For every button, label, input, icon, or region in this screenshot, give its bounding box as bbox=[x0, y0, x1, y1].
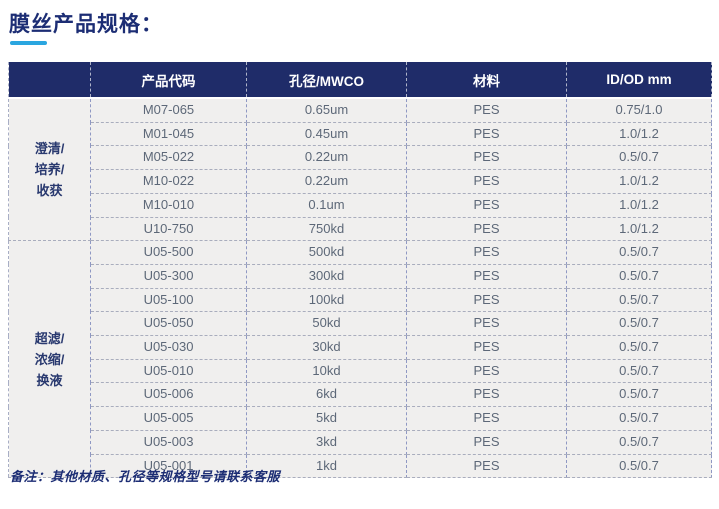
cell-product-code: U05-050 bbox=[90, 311, 247, 337]
cell-id-od: 0.5/0.7 bbox=[566, 429, 712, 455]
cell-pore-mwco: 50kd bbox=[246, 311, 407, 337]
table-row: M10-010 0.1um PES 1.0/1.2 bbox=[9, 192, 712, 218]
table-row: U05-100 100kd PES 0.5/0.7 bbox=[9, 287, 712, 313]
cell-product-code: U05-100 bbox=[90, 287, 247, 313]
membrane-spec-table: 产品代码 孔径/MWCO 材料 ID/OD mm 澄清/培养/收获 M07-065… bbox=[8, 62, 712, 479]
cell-pore-mwco: 10kd bbox=[246, 358, 407, 384]
cell-material: PES bbox=[406, 311, 567, 337]
cell-product-code: U05-005 bbox=[90, 406, 247, 431]
footnote: 备注：其他材质、孔径等规格型号请联系客服 bbox=[10, 469, 281, 484]
cell-pore-mwco: 5kd bbox=[246, 406, 407, 431]
cell-product-code: U05-001 bbox=[90, 453, 247, 479]
cell-id-od: 0.5/0.7 bbox=[566, 382, 712, 408]
cell-id-od: 0.5/0.7 bbox=[566, 240, 712, 265]
cell-material: PES bbox=[406, 382, 567, 408]
cell-pore-mwco: 0.22um bbox=[246, 169, 407, 194]
table-row: M10-022 0.22um PES 1.0/1.2 bbox=[9, 169, 712, 194]
title-underline bbox=[10, 41, 47, 45]
table-row: U05-050 50kd PES 0.5/0.7 bbox=[9, 311, 712, 337]
cell-product-code: U05-003 bbox=[90, 429, 247, 455]
cell-pore-mwco: 0.45um bbox=[246, 121, 407, 147]
cell-id-od: 0.5/0.7 bbox=[566, 287, 712, 313]
table-row: 澄清/培养/收获 M07-065 0.65um PES 0.75/1.0 bbox=[8, 98, 712, 242]
cell-pore-mwco: 100kd bbox=[246, 287, 407, 313]
table-row: U05-006 6kd PES 0.5/0.7 bbox=[9, 382, 712, 408]
header-group-cell bbox=[8, 62, 91, 99]
cell-product-code: M07-065 bbox=[90, 98, 247, 123]
cell-pore-mwco: 0.65um bbox=[246, 98, 407, 123]
cell-pore-mwco: 300kd bbox=[246, 263, 407, 289]
cell-id-od: 1.0/1.2 bbox=[566, 169, 712, 194]
cell-material: PES bbox=[406, 287, 567, 313]
header-id-od: ID/OD mm bbox=[566, 62, 712, 99]
cell-product-code: U05-010 bbox=[90, 358, 247, 384]
cell-product-code: M10-010 bbox=[90, 192, 247, 218]
cell-id-od: 0.5/0.7 bbox=[566, 263, 712, 289]
cell-id-od: 1.0/1.2 bbox=[566, 192, 712, 218]
header-material: 材料 bbox=[406, 62, 567, 99]
header-pore-mwco: 孔径/MWCO bbox=[246, 62, 407, 99]
cell-pore-mwco: 500kd bbox=[246, 240, 407, 265]
table-row: U05-010 10kd PES 0.5/0.7 bbox=[9, 358, 712, 384]
page-title: 膜丝产品规格： bbox=[9, 13, 163, 36]
cell-product-code: U10-750 bbox=[90, 216, 247, 242]
cell-pore-mwco: 1kd bbox=[246, 453, 407, 479]
cell-id-od: 0.5/0.7 bbox=[566, 453, 712, 479]
cell-pore-mwco: 30kd bbox=[246, 335, 407, 360]
table-row: 超滤/浓缩/换液 U05-500 500kd PES 0.5/0.7 bbox=[8, 240, 712, 479]
row-group-label: 超滤/浓缩/换液 bbox=[8, 240, 91, 479]
cell-material: PES bbox=[406, 263, 567, 289]
cell-material: PES bbox=[406, 169, 567, 194]
cell-material: PES bbox=[406, 145, 567, 171]
cell-material: PES bbox=[406, 453, 567, 479]
cell-pore-mwco: 0.1um bbox=[246, 192, 407, 218]
cell-product-code: M10-022 bbox=[90, 169, 247, 194]
cell-material: PES bbox=[406, 216, 567, 242]
table-row: U05-001 1kd PES 0.5/0.7 bbox=[9, 453, 712, 479]
cell-pore-mwco: 0.22um bbox=[246, 145, 407, 171]
cell-id-od: 0.5/0.7 bbox=[566, 311, 712, 337]
cell-id-od: 1.0/1.2 bbox=[566, 121, 712, 147]
cell-pore-mwco: 750kd bbox=[246, 216, 407, 242]
cell-product-code: M05-022 bbox=[90, 145, 247, 171]
table-row: M01-045 0.45um PES 1.0/1.2 bbox=[9, 121, 712, 147]
cell-id-od: 0.5/0.7 bbox=[566, 358, 712, 384]
cell-product-code: U05-500 bbox=[90, 240, 247, 265]
cell-id-od: 0.5/0.7 bbox=[566, 406, 712, 431]
cell-id-od: 0.5/0.7 bbox=[566, 335, 712, 360]
cell-material: PES bbox=[406, 358, 567, 384]
cell-id-od: 1.0/1.2 bbox=[566, 216, 712, 242]
cell-material: PES bbox=[406, 406, 567, 431]
cell-material: PES bbox=[406, 121, 567, 147]
cell-pore-mwco: 6kd bbox=[246, 382, 407, 408]
table-header-row: 产品代码 孔径/MWCO 材料 ID/OD mm bbox=[8, 62, 712, 99]
table-row: U05-003 3kd PES 0.5/0.7 bbox=[9, 429, 712, 455]
cell-material: PES bbox=[406, 335, 567, 360]
table-row: U10-750 750kd PES 1.0/1.2 bbox=[9, 216, 712, 242]
table-row: M05-022 0.22um PES 0.5/0.7 bbox=[9, 145, 712, 171]
cell-product-code: M01-045 bbox=[90, 121, 247, 147]
table-row: U05-030 30kd PES 0.5/0.7 bbox=[9, 335, 712, 360]
cell-product-code: U05-030 bbox=[90, 335, 247, 360]
cell-material: PES bbox=[406, 192, 567, 218]
cell-pore-mwco: 3kd bbox=[246, 429, 407, 455]
cell-material: PES bbox=[406, 429, 567, 455]
row-group-label: 澄清/培养/收获 bbox=[8, 98, 91, 242]
table-row: U05-300 300kd PES 0.5/0.7 bbox=[9, 263, 712, 289]
cell-material: PES bbox=[406, 98, 567, 123]
cell-product-code: U05-006 bbox=[90, 382, 247, 408]
table-row: U05-005 5kd PES 0.5/0.7 bbox=[9, 406, 712, 431]
header-product-code: 产品代码 bbox=[90, 62, 247, 99]
cell-material: PES bbox=[406, 240, 567, 265]
cell-product-code: U05-300 bbox=[90, 263, 247, 289]
cell-id-od: 0.5/0.7 bbox=[566, 145, 712, 171]
cell-id-od: 0.75/1.0 bbox=[566, 98, 712, 123]
